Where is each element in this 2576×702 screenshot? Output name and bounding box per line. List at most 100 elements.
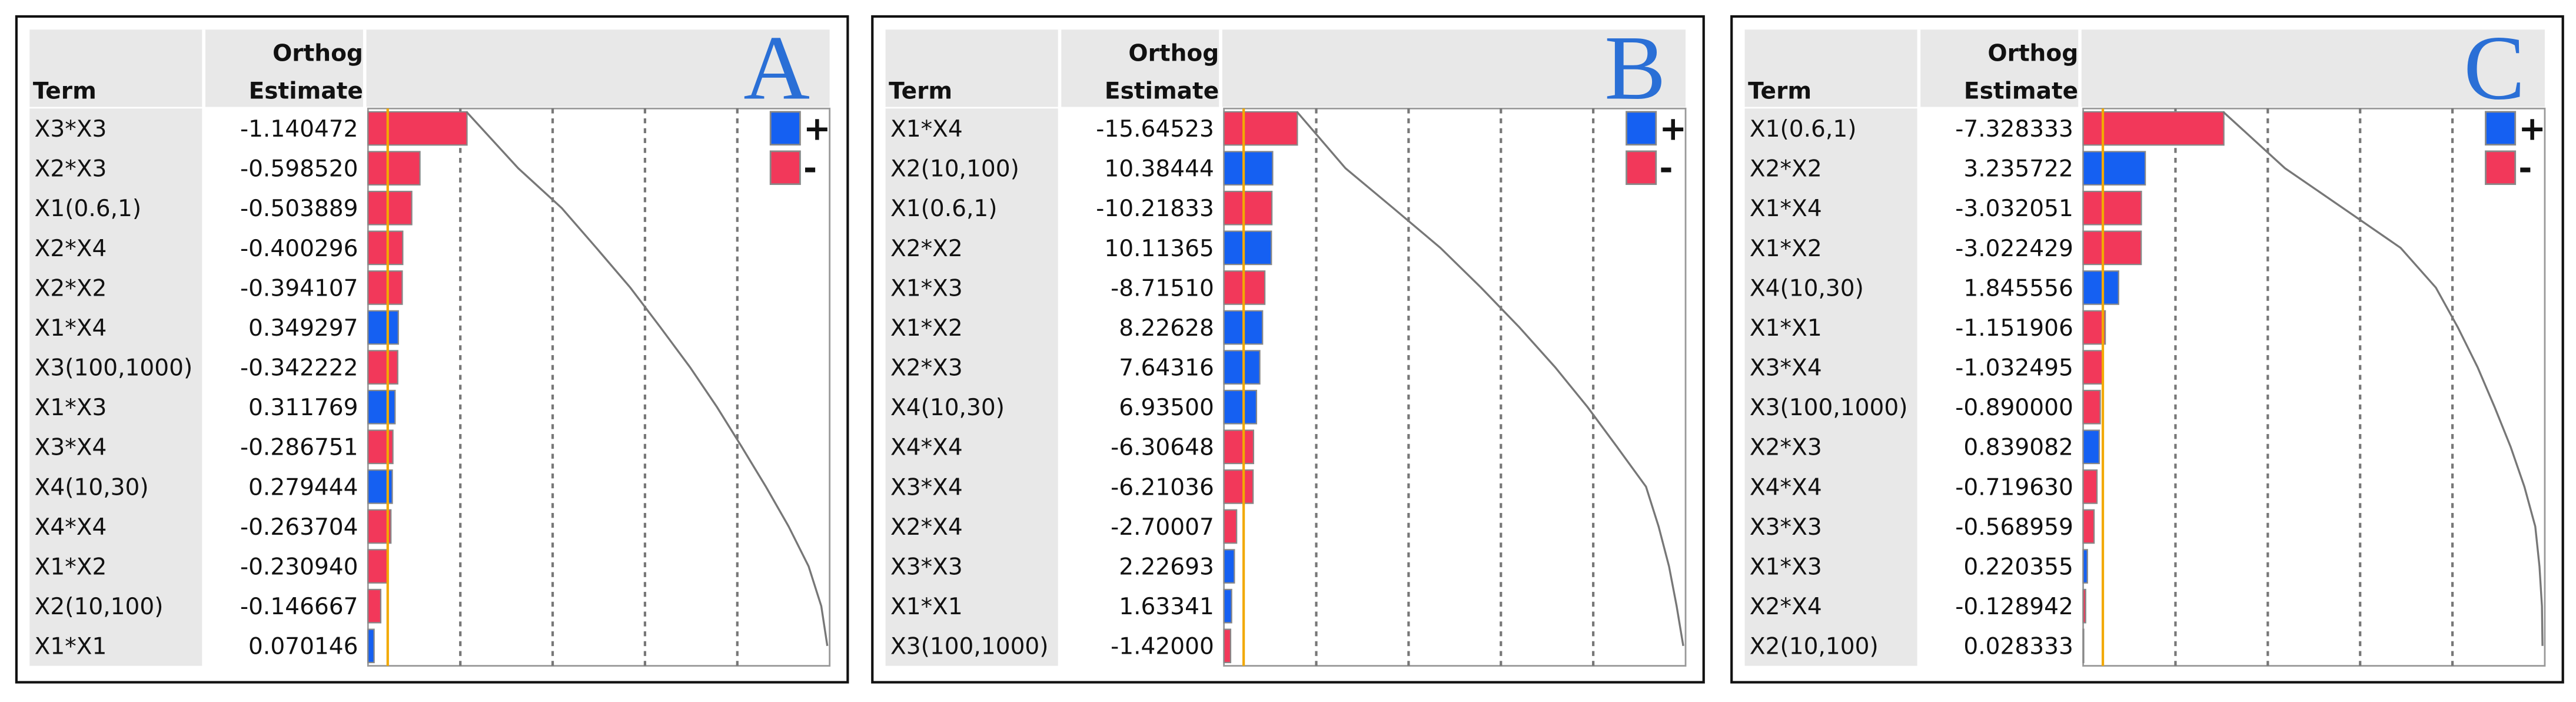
legend-label: +: [803, 110, 831, 148]
estimate-label: 10.38444: [1104, 156, 1214, 183]
bar: [367, 429, 394, 465]
bar: [2082, 628, 2085, 664]
term-label: X4*X4: [35, 514, 107, 541]
term-label: X4*X4: [1750, 474, 1822, 501]
term-label: X2*X3: [35, 156, 107, 183]
term-label: X4(10,30): [1750, 275, 1864, 302]
legend-swatch: [2485, 111, 2517, 146]
estimate-label: 0.028333: [1963, 634, 2073, 660]
estimate-label: -0.263704: [240, 514, 358, 541]
bar: [367, 190, 413, 226]
term-label: X2*X2: [1750, 156, 1822, 183]
estimate-label: -7.328333: [1955, 116, 2073, 143]
term-label: X2*X4: [890, 514, 963, 541]
cumulative-line: [2222, 111, 2544, 646]
bar: [367, 588, 382, 624]
term-label: X2(10,100): [35, 594, 164, 620]
bar: [367, 310, 399, 345]
bar: [367, 350, 398, 385]
term-label: X1*X3: [1750, 554, 1822, 581]
term-label: X4(10,30): [890, 395, 1005, 421]
plot-frame: [2082, 107, 2546, 667]
term-label: X2*X4: [1750, 594, 1822, 620]
bar: [1223, 549, 1235, 584]
term-label: X1*X3: [35, 395, 107, 421]
legend-label: +: [1659, 110, 1687, 148]
panel-label: C: [2464, 17, 2525, 119]
term-label: X1*X1: [1750, 315, 1822, 342]
estimate-header: Estimate: [249, 78, 363, 105]
estimate-label: 2.22693: [1119, 554, 1214, 581]
term-label: X1*X2: [890, 315, 963, 342]
estimate-label: -0.286751: [240, 435, 358, 461]
estimate-label: -0.719630: [1955, 474, 2073, 501]
term-label: X2*X2: [890, 236, 963, 262]
estimate-label: 0.311769: [248, 395, 358, 421]
term-label: X2*X3: [890, 355, 963, 382]
header-bg: [1744, 29, 2545, 107]
term-label: X2*X4: [35, 236, 107, 262]
bar: [2082, 549, 2088, 584]
estimate-label: -0.146667: [240, 594, 358, 620]
estimate-header: Orthog: [272, 40, 363, 67]
panel-label: B: [1604, 17, 1666, 119]
estimate-label: 0.279444: [248, 474, 358, 501]
estimate-label: 0.839082: [1963, 435, 2073, 461]
estimate-label: -0.394107: [240, 275, 358, 302]
estimate-label: -8.71510: [1111, 275, 1214, 302]
estimate-label: 10.11365: [1104, 236, 1214, 262]
term-label: X3*X3: [35, 116, 107, 143]
estimate-label: -0.503889: [240, 196, 358, 222]
estimate-label: -0.568959: [1955, 514, 2073, 541]
legend-swatch: [2485, 150, 2517, 186]
estimate-label: 8.22628: [1119, 315, 1214, 342]
bar: [1223, 151, 1274, 186]
term-label: X1*X1: [890, 594, 963, 620]
bar: [2082, 429, 2100, 465]
bar: [2082, 588, 2086, 624]
estimate-label: -1.42000: [1111, 634, 1214, 660]
term-col-bg: [1744, 108, 1917, 666]
bar: [2082, 350, 2104, 385]
bar: [2082, 310, 2106, 345]
estimate-label: -6.30648: [1111, 435, 1214, 461]
bar: [2082, 151, 2146, 186]
legend-label: -: [2518, 149, 2532, 187]
term-label: X1*X4: [890, 116, 963, 143]
bar: [1223, 230, 1272, 266]
legend-swatch: [769, 111, 801, 146]
estimate-label: 6.93500: [1119, 395, 1214, 421]
estimate-label: -0.230940: [240, 554, 358, 581]
term-label: X1*X2: [35, 554, 107, 581]
estimate-header: Orthog: [1128, 40, 1219, 67]
estimate-label: 1.845556: [1963, 275, 2073, 302]
estimate-label: -1.140472: [240, 116, 358, 143]
bar: [1223, 111, 1298, 146]
bar: [367, 151, 421, 186]
panel-label: A: [743, 17, 810, 119]
bar: [2082, 190, 2142, 226]
bar: [2082, 509, 2095, 544]
estimate-label: 0.349297: [248, 315, 358, 342]
estimate-label: -0.400296: [240, 236, 358, 262]
term-label: X1*X3: [890, 275, 963, 302]
term-col-bg: [885, 108, 1058, 666]
term-label: X3*X4: [35, 435, 107, 461]
bar: [1223, 588, 1232, 624]
bar: [1223, 628, 1232, 664]
bar: [367, 230, 404, 266]
estimate-label: -1.151906: [1955, 315, 2073, 342]
legend-swatch: [769, 150, 801, 186]
cumulative-line: [1296, 111, 1684, 647]
estimate-label: -0.890000: [1955, 395, 2073, 421]
legend-label: -: [803, 149, 817, 187]
bar: [1223, 469, 1254, 504]
estimate-header: Orthog: [1987, 40, 2078, 67]
estimate-label: -6.21036: [1111, 474, 1214, 501]
term-label: X3*X4: [890, 474, 963, 501]
bar: [2082, 270, 2119, 305]
term-header: Term: [33, 78, 97, 105]
term-label: X2*X3: [1750, 435, 1822, 461]
bar: [2082, 111, 2225, 146]
